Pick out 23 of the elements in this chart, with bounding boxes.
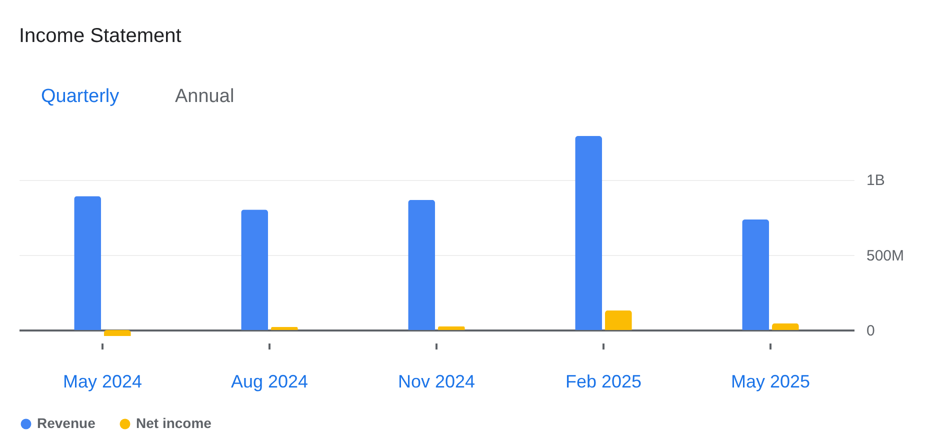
y-tick-label: 0 [866, 322, 875, 340]
bar [241, 210, 268, 330]
x-tick-label: Aug 2024 [230, 372, 308, 392]
text: Quarterly [41, 86, 120, 107]
bar [270, 326, 298, 330]
bar [438, 326, 465, 330]
x-tick-label: Feb 2025 [565, 372, 642, 392]
chart-title: Income Statement [19, 25, 182, 47]
bar [408, 200, 436, 330]
bar [575, 136, 602, 330]
legend-label: Net income [136, 415, 212, 431]
bar [104, 330, 131, 336]
y-tick-label: 1B [866, 172, 885, 190]
legend-label: Revenue [37, 415, 96, 431]
x-tick-label: May 2024 [62, 372, 142, 392]
bar [604, 310, 632, 330]
text: Annual [175, 86, 234, 107]
bar [74, 196, 102, 330]
x-tick-label: May 2025 [730, 372, 810, 392]
y-tick-label: 500M [866, 247, 904, 264]
x-tick-label: Nov 2024 [398, 372, 476, 392]
bar [772, 323, 799, 330]
bar [742, 219, 770, 330]
